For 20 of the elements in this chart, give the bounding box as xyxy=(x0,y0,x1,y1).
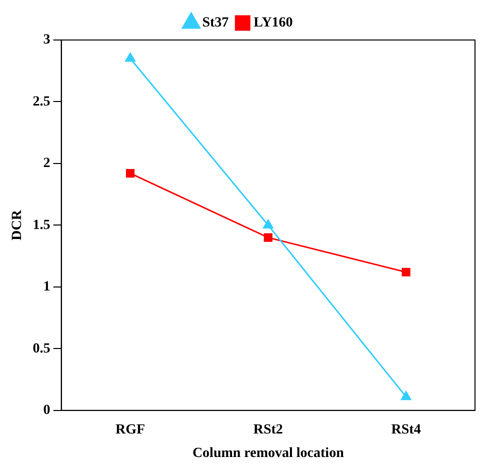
legend-label: St37 xyxy=(202,16,229,31)
y-tick-label: 3 xyxy=(43,32,50,48)
y-tick-label: 1.5 xyxy=(32,218,50,233)
x-axis-title: Column removal location xyxy=(192,446,344,462)
y-tick-label: 2 xyxy=(43,156,50,172)
y-tick-label: 2.5 xyxy=(32,94,50,110)
x-tick-label: RSt4 xyxy=(391,422,421,438)
legend-label: LY160 xyxy=(254,16,293,31)
y-tick-label: 0 xyxy=(43,403,50,418)
point xyxy=(402,268,410,276)
point xyxy=(263,219,274,228)
x-tick-label: RGF xyxy=(115,422,146,438)
y-tick-label: 0.5 xyxy=(32,341,50,356)
point xyxy=(125,52,136,62)
point xyxy=(264,233,272,242)
y-axis-title: DCR xyxy=(10,209,26,240)
y-tick-label: 1 xyxy=(43,280,50,295)
point xyxy=(400,391,412,400)
point xyxy=(126,169,135,178)
x-tick-label: RSt2 xyxy=(253,422,283,438)
